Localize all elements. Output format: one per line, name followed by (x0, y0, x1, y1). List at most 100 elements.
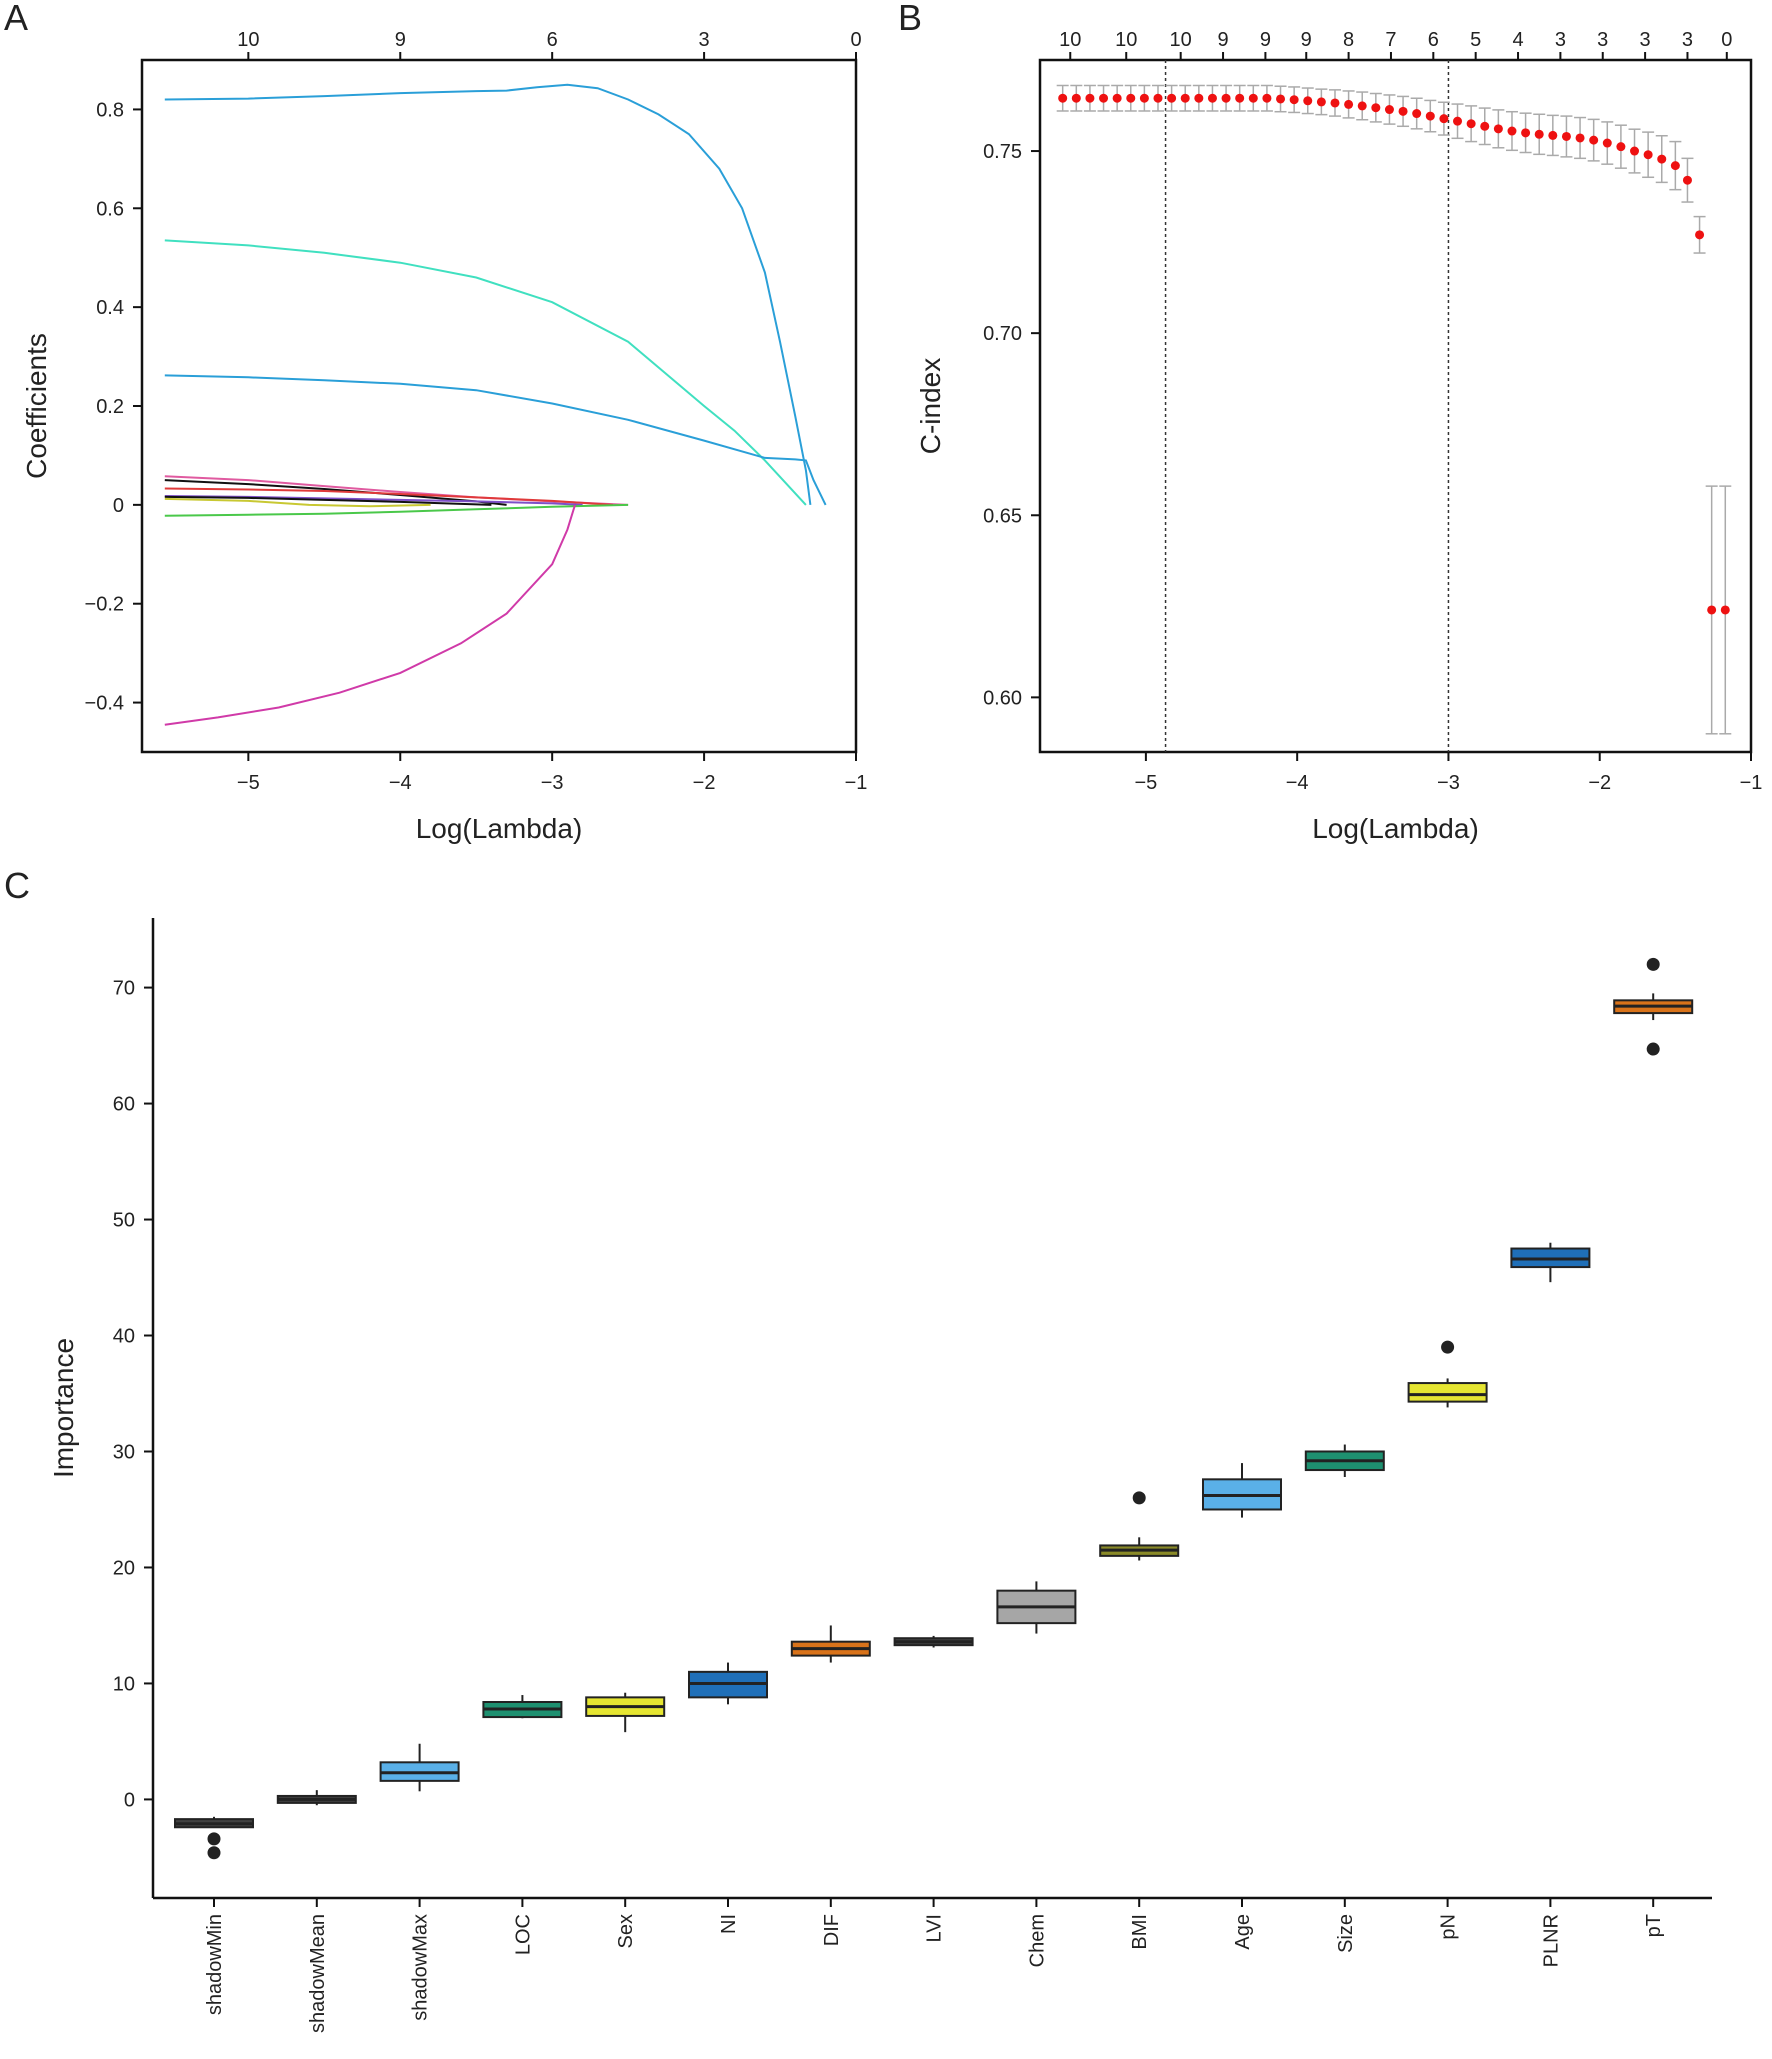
coefficient-path-line (164, 239, 807, 506)
cindex-point (1707, 605, 1717, 615)
top-tick-label: 4 (1512, 29, 1523, 51)
x-axis-label: Log(Lambda) (1312, 813, 1479, 844)
x-tick-label: −2 (1588, 772, 1611, 794)
outlier-point (1646, 1042, 1660, 1056)
top-tick-label: 3 (1555, 29, 1566, 51)
y-tick-label: 40 (113, 1326, 135, 1348)
top-tick-label: 0 (850, 29, 861, 51)
cindex-point (1548, 130, 1558, 140)
x-tick-label: LOC (512, 1914, 534, 1955)
panel-c-label: C (4, 865, 30, 906)
y-tick-label: 0 (124, 1789, 135, 1811)
y-tick-label: 0.70 (983, 323, 1022, 345)
cindex-point (1425, 111, 1435, 121)
cindex-point (1112, 93, 1122, 103)
x-tick-label: −4 (1286, 772, 1309, 794)
cindex-point (1235, 93, 1245, 103)
y-tick-label: −0.2 (85, 594, 124, 616)
y-tick-label: 0.2 (96, 396, 124, 418)
y-tick-label: 0.6 (96, 198, 124, 220)
top-tick-label: 9 (1301, 29, 1312, 51)
panel-b-label: B (898, 0, 922, 38)
cindex-point (1670, 161, 1680, 171)
outlier-point (207, 1832, 221, 1846)
coefficient-path-line (164, 487, 613, 506)
y-tick-label: 30 (113, 1441, 135, 1463)
top-tick-label: 0 (1721, 29, 1732, 51)
x-tick-label: BMI (1129, 1914, 1151, 1950)
cindex-point (1357, 101, 1367, 111)
coefficient-path-line (164, 495, 492, 506)
cindex-point (1695, 230, 1705, 240)
cindex-point (1616, 142, 1626, 152)
x-tick-label: DIF (821, 1914, 843, 1946)
cindex-point (1262, 93, 1272, 103)
cindex-point (1466, 119, 1476, 129)
cindex-point (1126, 93, 1136, 103)
cindex-point (1303, 96, 1313, 106)
top-tick-label: 6 (547, 29, 558, 51)
outlier-point (207, 1846, 221, 1860)
y-tick-label: 0.8 (96, 99, 124, 121)
x-tick-label: shadowMax (410, 1914, 432, 2021)
top-tick-label: 10 (1170, 29, 1192, 51)
cindex-point (1720, 605, 1730, 615)
cindex-point (1221, 93, 1231, 103)
cindex-point (1493, 124, 1503, 134)
plot-frame (1038, 58, 1753, 754)
cindex-point (1398, 106, 1408, 116)
cindex-point (1630, 146, 1640, 156)
x-axis-label: Log(Lambda) (416, 813, 583, 844)
cindex-point (1602, 138, 1612, 148)
cindex-point (1507, 126, 1517, 136)
cindex-point (1534, 129, 1544, 139)
coefficient-path-line (164, 503, 629, 517)
y-tick-label: 20 (113, 1557, 135, 1579)
y-tick-label: 50 (113, 1210, 135, 1232)
cindex-point (1071, 93, 1081, 103)
cindex-point (1248, 93, 1258, 103)
outlier-point (1646, 957, 1660, 971)
cindex-point (1589, 135, 1599, 145)
x-tick-label: PLNR (1540, 1914, 1562, 1967)
importance-box (1407, 1382, 1488, 1403)
top-tick-label: 10 (1115, 29, 1137, 51)
top-tick-label: 9 (395, 29, 406, 51)
top-tick-label: 8 (1343, 29, 1354, 51)
outlier-point (1441, 1340, 1455, 1354)
cindex-point (1439, 114, 1449, 124)
cindex-point (1194, 93, 1204, 103)
x-tick-label: −1 (845, 772, 868, 794)
cindex-point (1289, 95, 1299, 105)
cindex-point (1480, 121, 1490, 131)
x-tick-label: shadowMin (204, 1914, 226, 2015)
x-tick-label: −2 (693, 772, 716, 794)
cindex-point (1561, 131, 1571, 141)
cindex-point (1207, 93, 1217, 103)
x-tick-label: −5 (237, 772, 260, 794)
cindex-point (1384, 105, 1394, 115)
plot-frame (140, 58, 858, 754)
importance-boxplot-chart: 0 10 20 30 40 50 60 70 shadowMin shadowMean shadow… (48, 918, 1712, 2033)
y-axis-label: Coefficients (21, 333, 52, 479)
cindex-point (1167, 93, 1177, 103)
x-tick-label: Chem (1026, 1914, 1048, 1967)
y-tick-label: 10 (113, 1673, 135, 1695)
top-tick-label: 10 (1059, 29, 1081, 51)
cindex-point (1453, 116, 1463, 126)
y-tick-label: 0.60 (983, 687, 1022, 709)
y-tick-label: 70 (113, 978, 135, 1000)
y-tick-label: 0.75 (983, 141, 1022, 163)
x-tick-label: −3 (1437, 772, 1460, 794)
coefficient-path-line (164, 497, 431, 508)
coefficient-path-line (164, 504, 576, 726)
cindex-point (1521, 128, 1531, 138)
cindex-point (1344, 99, 1354, 109)
top-tick-label: 9 (1217, 29, 1228, 51)
x-tick-label: Size (1335, 1914, 1357, 1953)
x-tick-label: pT (1643, 1914, 1665, 1937)
top-tick-label: 3 (1640, 29, 1651, 51)
cindex-point (1085, 93, 1095, 103)
panel-a-label: A (4, 0, 28, 38)
coefficient-path-chart: −5 −4 −3 −2 −1 −0.4 −0.2 0 0.2 0.4 0.6 0.8 10 9 6 3 0 Log… (21, 29, 867, 844)
